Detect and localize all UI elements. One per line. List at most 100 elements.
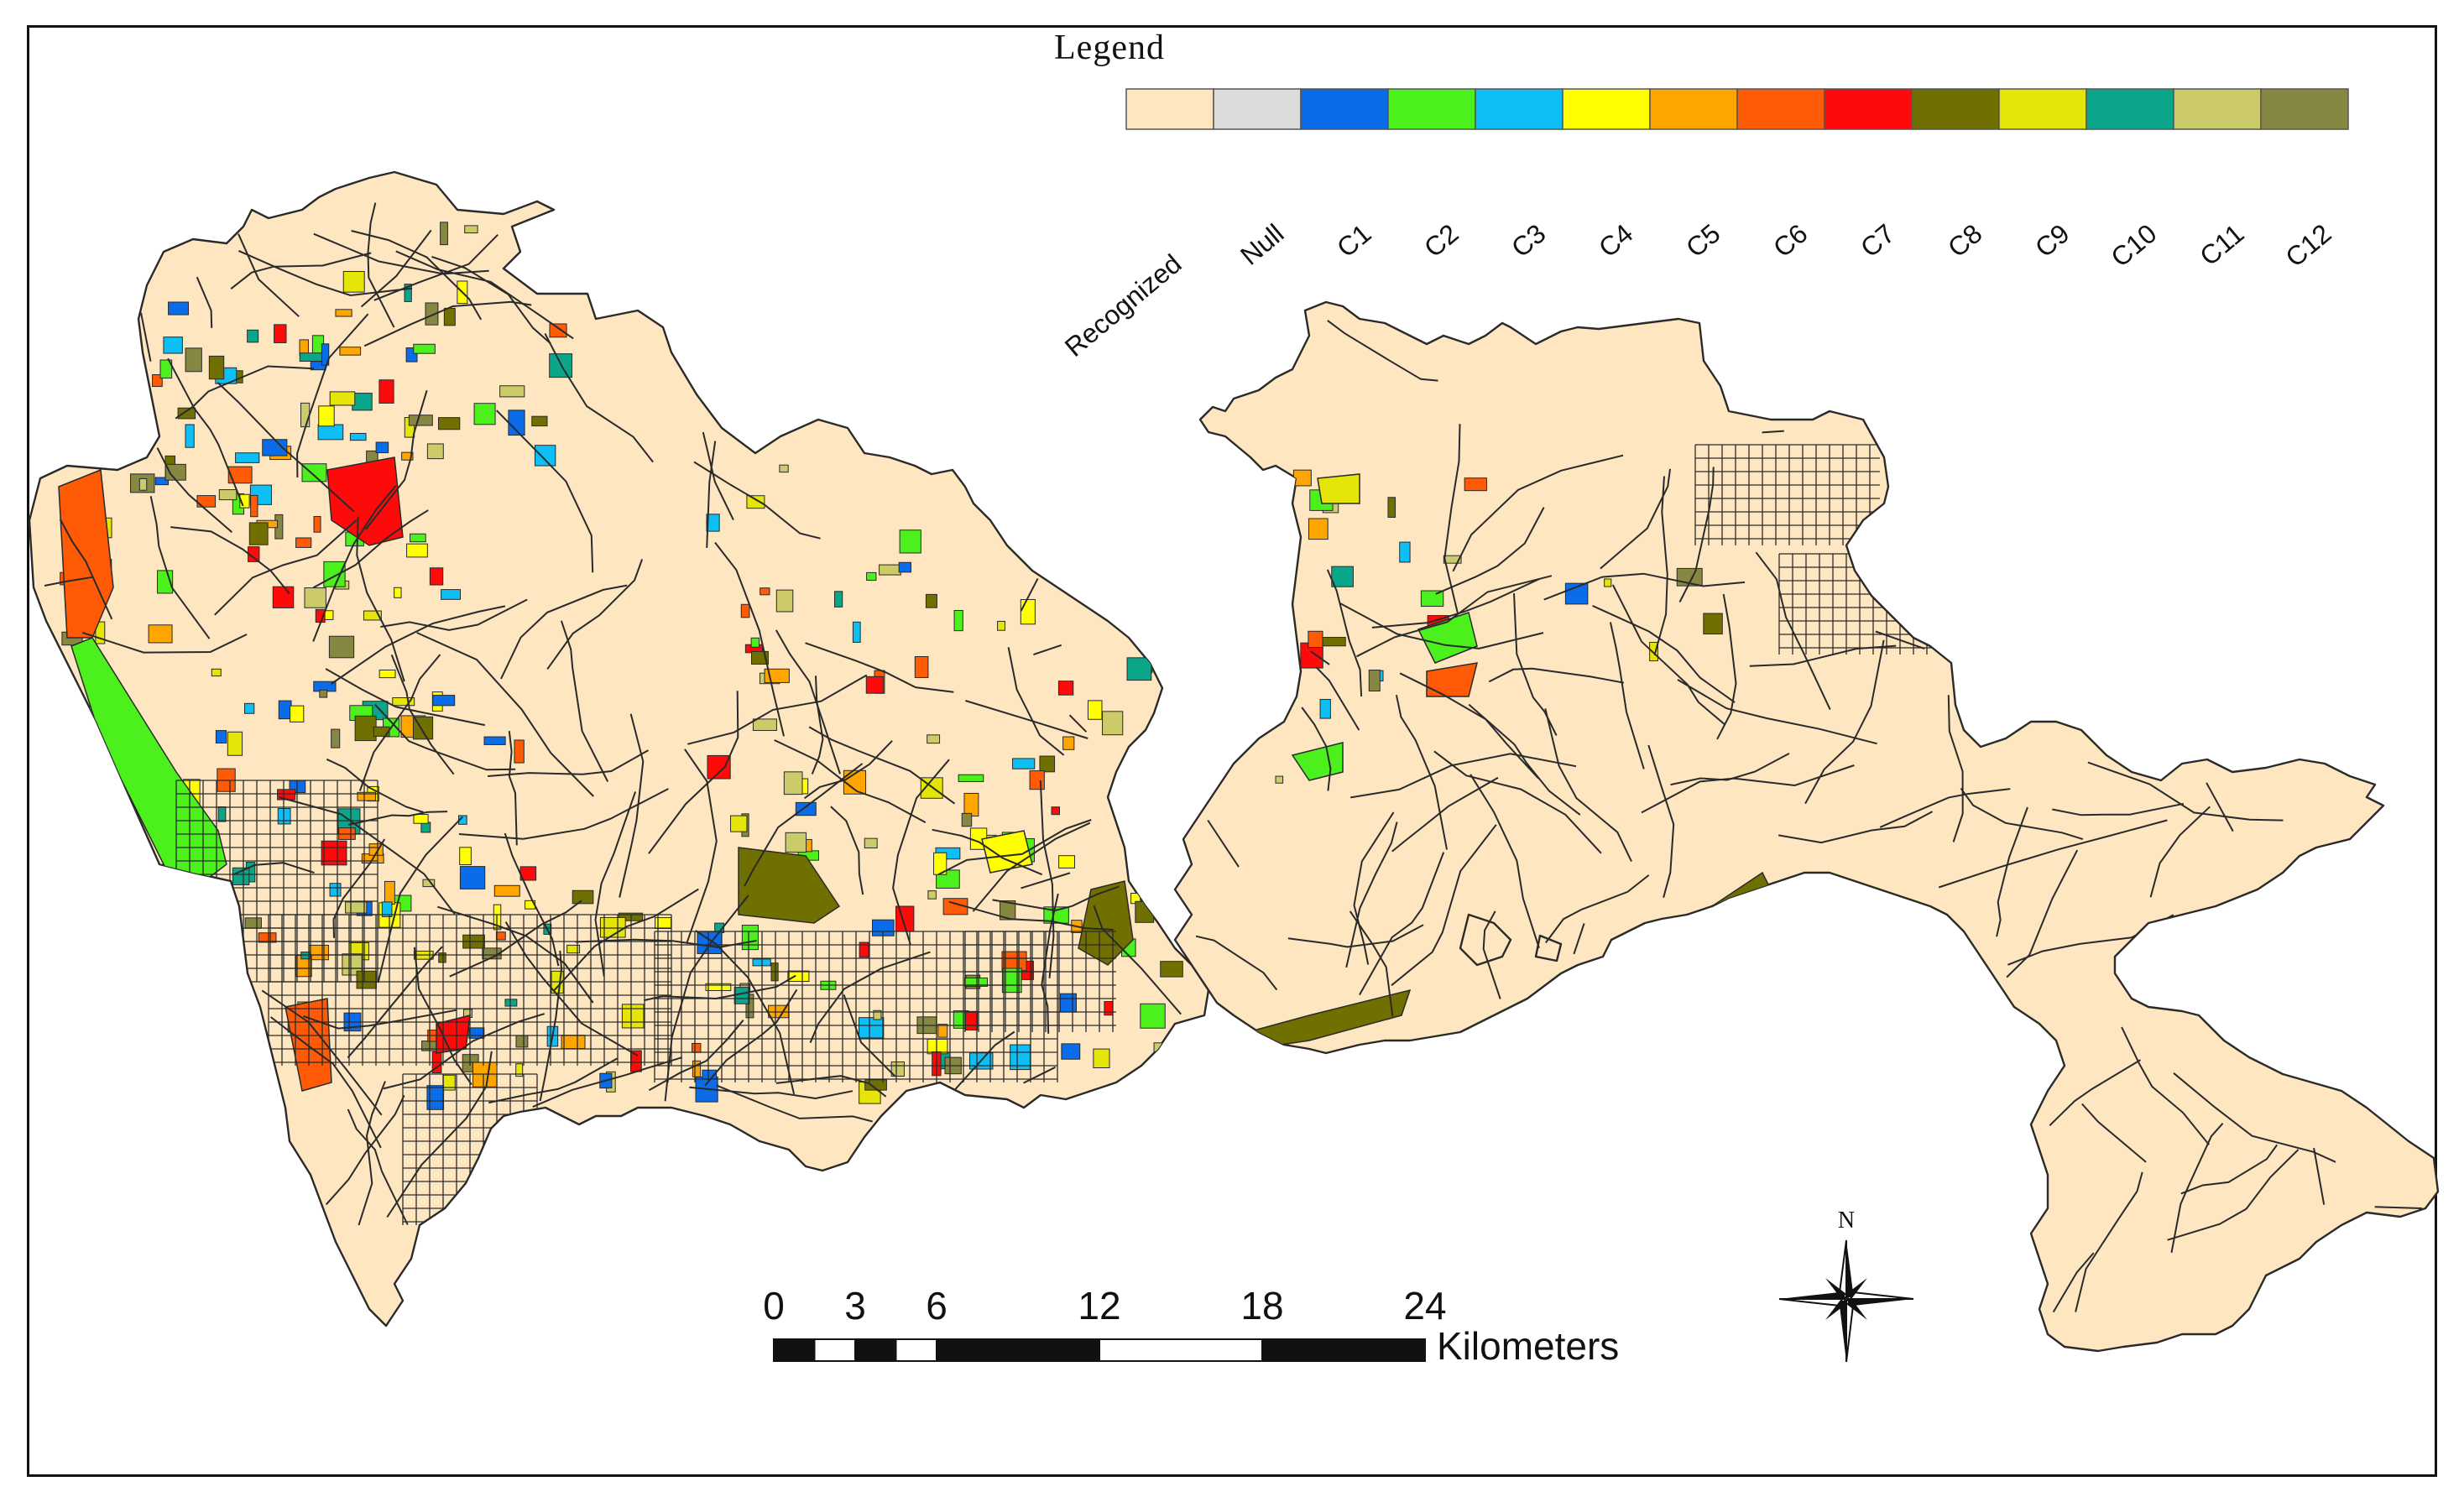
land-parcel: [1012, 758, 1036, 769]
legend-label-c5: C5: [1680, 218, 1725, 263]
land-parcel: [440, 222, 448, 246]
land-parcel: [443, 307, 456, 326]
north-arrow-icon: N: [1778, 1208, 1914, 1363]
road-segment: [546, 559, 644, 670]
land-parcel: [164, 463, 186, 481]
land-parcel: [420, 822, 431, 833]
road-segment: [1470, 774, 1540, 949]
road-segment: [619, 713, 645, 898]
legend-swatch-c11: [2173, 88, 2262, 130]
road-segment: [1452, 454, 1624, 572]
land-parcel: [345, 901, 368, 914]
land-parcel: [750, 637, 760, 648]
road-segment: [508, 730, 518, 846]
road-segment: [664, 895, 749, 1102]
land-parcel: [1649, 641, 1658, 662]
land-parcel: [1292, 469, 1312, 487]
land-parcel: [217, 806, 227, 822]
road-segment: [1762, 430, 1784, 434]
land-parcel: [914, 655, 929, 678]
land-parcel: [413, 343, 436, 354]
land-parcel: [775, 589, 794, 613]
land-parcel: [707, 754, 731, 780]
road-segment: [992, 885, 1120, 912]
road-segment: [230, 252, 372, 289]
road-segment: [1339, 602, 1544, 649]
land-parcel: [318, 405, 335, 427]
road-segment: [1039, 780, 1055, 978]
road-segment: [2081, 1103, 2147, 1163]
land-parcel: [1061, 1043, 1081, 1060]
road-segment: [416, 632, 594, 797]
land-parcel: [227, 466, 253, 484]
scale-bar-unit: Kilometers: [1437, 1324, 1619, 1368]
land-parcel: [317, 424, 344, 441]
road-segment: [325, 1094, 405, 1206]
land-parcel: [733, 987, 750, 1004]
road-segment: [1468, 703, 1581, 816]
land-parcel: [295, 537, 312, 548]
road-segment: [693, 461, 821, 540]
land-parcel: [1426, 662, 1479, 697]
road-segment: [296, 313, 369, 478]
land-parcel: [274, 324, 287, 343]
road-segment: [1778, 811, 1934, 844]
legend-label-c11: C11: [2194, 218, 2249, 272]
land-parcel: [493, 884, 520, 897]
land-parcel: [873, 1009, 882, 1020]
road-segment: [1356, 575, 1553, 658]
land-parcel: [760, 587, 770, 596]
land-parcel: [961, 812, 973, 827]
land-parcel: [258, 932, 277, 943]
land-parcel: [692, 1060, 702, 1077]
land-parcel: [426, 443, 444, 460]
land-parcel: [211, 668, 222, 677]
land-parcel: [1317, 473, 1360, 504]
land-parcel: [410, 533, 426, 543]
land-parcel: [464, 225, 478, 234]
land-parcel: [413, 814, 429, 824]
scale-bar-tick-label: 12: [1078, 1284, 1120, 1327]
land-parcel: [163, 336, 183, 354]
land-parcel: [159, 359, 173, 379]
legend: Legend Recognized Null C1 C2 C3 C4 C5 C6 C7 C8 C9 C…: [1054, 29, 2349, 363]
land-parcel: [425, 302, 439, 326]
land-parcel: [1039, 755, 1056, 773]
road-segment: [386, 1051, 493, 1218]
road-segment: [2170, 1123, 2224, 1253]
land-parcel: [866, 571, 877, 582]
land-parcel: [152, 373, 163, 388]
road-segment: [2075, 1171, 2143, 1312]
road-segment: [367, 202, 395, 328]
road-segment: [358, 654, 441, 791]
road-segment: [1544, 708, 1632, 863]
road-segment: [1326, 569, 1363, 696]
road-segment: [332, 838, 386, 938]
west-district-region: [28, 170, 1210, 1327]
road-segment: [2052, 1252, 2095, 1313]
land-parcel: [937, 1024, 948, 1038]
road-segment: [325, 668, 485, 727]
road-segment: [805, 642, 954, 693]
road-segment: [2374, 1206, 2422, 1209]
road-segment: [363, 300, 532, 347]
land-parcel: [218, 489, 238, 501]
land-parcel: [865, 675, 884, 694]
road-segment: [1301, 707, 1332, 791]
land-parcel: [859, 941, 869, 958]
road-segment: [954, 1030, 1015, 1091]
road-segment: [238, 233, 300, 317]
land-parcel: [1126, 657, 1152, 681]
legend-swatch-c9: [1998, 88, 2087, 130]
island-region: [1459, 913, 1512, 967]
legend-label-c1: C1: [1331, 218, 1376, 263]
land-parcel: [858, 1017, 885, 1039]
land-parcel: [785, 832, 807, 853]
road-segment: [843, 994, 896, 1077]
road-segment: [1482, 910, 1501, 999]
scale-bar-segment: [936, 1338, 1100, 1362]
land-parcel: [232, 867, 250, 885]
land-parcel: [304, 587, 326, 608]
road-segment: [544, 332, 654, 463]
